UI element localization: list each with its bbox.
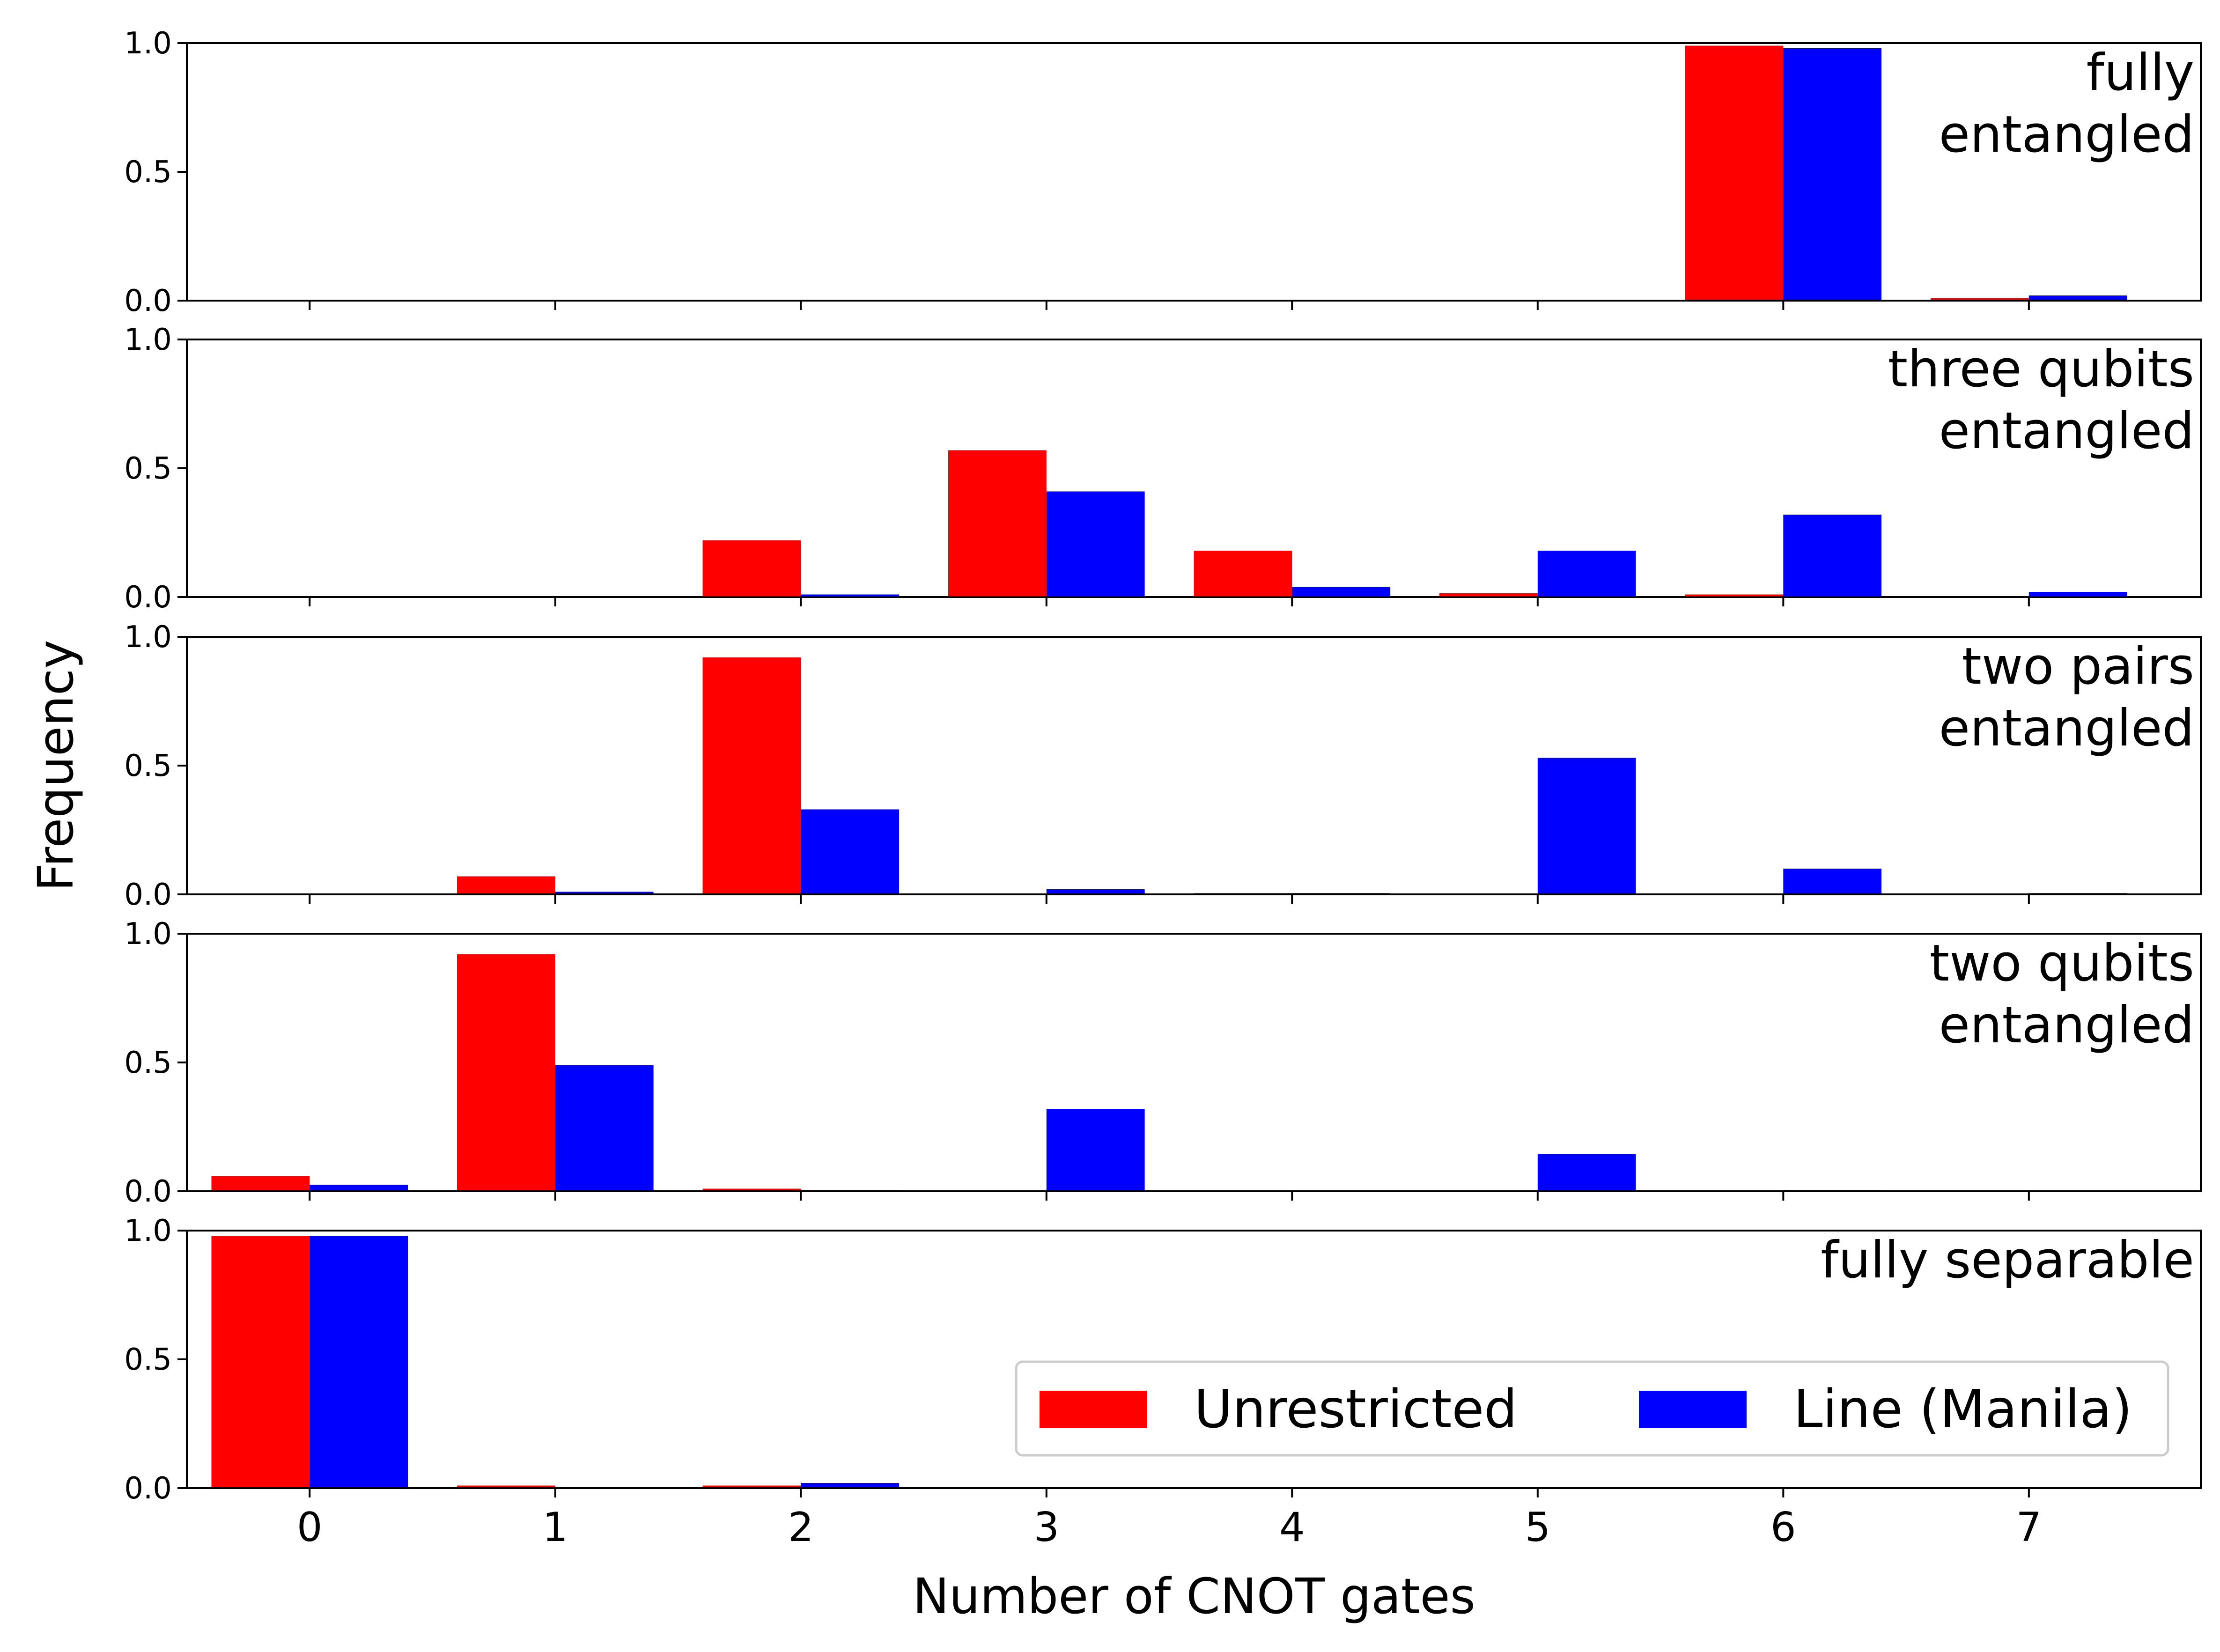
panel-label-line: two qubits [1930,934,2194,993]
y-tick-label: 0.5 [124,749,172,783]
bar-line-manila-x3 [1046,1109,1145,1191]
bar-line-manila-x5 [1537,1154,1636,1192]
bar-line-manila-x2 [801,1483,900,1488]
bar-unrestricted-x6 [1685,594,1784,597]
bar-line-manila-x2 [801,809,900,894]
bar-line-manila-x0 [310,1185,408,1192]
x-tick-label: 1 [542,1504,568,1551]
bar-line-manila-x1 [555,1065,654,1191]
x-axis-title: Number of CNOT gates [913,1568,1475,1625]
y-tick-label: 0.0 [124,284,172,318]
bar-line-manila-x6 [1783,515,1882,597]
y-tick-label: 0.5 [124,451,172,486]
legend-label-line-manila: Line (Manila) [1793,1379,2132,1440]
bar-line-manila-x3 [1046,491,1145,597]
y-axis-title: Frequency [27,640,84,891]
bar-line-manila-x7 [2028,295,2127,301]
y-tick-label: 1.0 [124,917,172,951]
y-tick-label: 0.0 [124,1471,172,1506]
bar-line-manila-x5 [1537,551,1636,597]
y-tick-label: 1.0 [124,26,172,61]
y-tick-label: 0.0 [124,878,172,912]
legend: Unrestricted Line (Manila) [1015,1360,2169,1457]
bar-unrestricted-x1 [457,1485,555,1488]
bar-unrestricted-x2 [702,657,801,894]
y-tick-label: 1.0 [124,1214,172,1248]
x-tick-label: 3 [1033,1504,1059,1551]
bar-unrestricted-x1 [457,954,555,1191]
bar-unrestricted-x2 [702,1485,801,1488]
y-tick-label: 0.5 [124,1046,172,1080]
bar-unrestricted-x3 [948,450,1047,597]
x-tick-label: 7 [2016,1504,2042,1551]
bar-line-manila-x0 [310,1236,408,1488]
bar-line-manila-x6 [1783,869,1882,894]
bar-unrestricted-x0 [211,1176,310,1191]
bar-unrestricted-x2 [702,1188,801,1191]
bar-unrestricted-x7 [1931,298,2029,301]
panel-label-line: three qubits [1888,340,2194,398]
bar-line-manila-x2 [801,594,900,597]
legend-swatch-line-manila [1639,1391,1747,1428]
bar-unrestricted-x4 [1194,551,1292,597]
bar-line-manila-x3 [1046,889,1145,894]
bar-unrestricted-x6 [1685,45,1784,301]
subplot-4: 0.0 0.5 1.0 fully separable [124,1214,2202,1506]
panel-label-line: two pairs [1962,637,2195,696]
bar-line-manila-x1 [555,892,654,894]
x-tick-label: 4 [1279,1504,1305,1551]
legend-frame [1015,1360,2169,1457]
bar-line-manila-x6 [1783,48,1882,301]
x-tick-label: 0 [297,1504,323,1551]
legend-swatch-unrestricted [1040,1391,1147,1428]
panel-label-line: entangled [1939,105,2194,164]
bar-unrestricted-x1 [457,876,555,894]
y-tick-label: 0.5 [124,1342,172,1377]
x-tick-label: 6 [1770,1504,1796,1551]
panel-label-line: entangled [1939,699,2194,758]
y-tick-label: 1.0 [124,620,172,655]
bar-unrestricted-x0 [211,1236,310,1488]
bar-line-manila-x4 [1292,587,1391,597]
x-tick-label: 5 [1525,1504,1550,1551]
bar-unrestricted-x2 [702,540,801,597]
x-tick-label: 2 [788,1504,814,1551]
bar-line-manila-x7 [2028,592,2127,597]
panel-label-line: fully separable [1821,1231,2194,1290]
y-tick-label: 0.5 [124,155,172,190]
bar-line-manila-x5 [1537,758,1636,894]
legend-label-unrestricted: Unrestricted [1194,1379,1517,1440]
panel-label-line: entangled [1939,402,2194,460]
panel-label-line: entangled [1939,996,2194,1055]
y-tick-label: 0.0 [124,580,172,615]
panel-label-line: fully [2087,44,2194,102]
y-tick-label: 1.0 [124,323,172,357]
y-tick-label: 0.0 [124,1174,172,1209]
bar-unrestricted-x5 [1439,593,1538,597]
